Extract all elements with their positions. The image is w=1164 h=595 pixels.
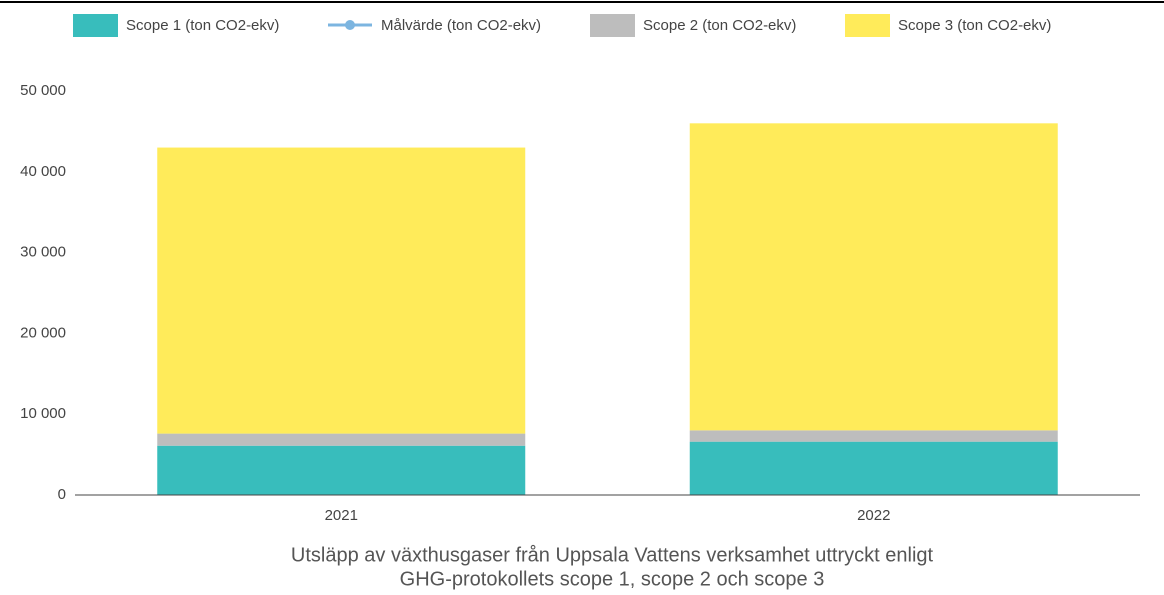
bar-segment [157, 445, 526, 495]
x-tick-label: 2022 [857, 507, 890, 524]
y-tick-label: 30 000 [20, 244, 66, 261]
y-tick-label: 40 000 [20, 163, 66, 180]
chart-title: Utsläpp av växthusgaser från Uppsala Vat… [291, 544, 934, 566]
legend-swatch [345, 20, 355, 30]
bar-segment [689, 123, 1058, 431]
legend-label: Scope 2 (ton CO2-ekv) [643, 17, 796, 34]
legend-label: Scope 1 (ton CO2-ekv) [126, 17, 279, 34]
y-tick-label: 50 000 [20, 82, 66, 99]
chart-title: GHG-protokollets scope 1, scope 2 och sc… [400, 568, 825, 590]
x-tick-label: 2021 [325, 507, 358, 524]
legend-swatch [73, 14, 118, 37]
bar-segment [689, 430, 1058, 442]
y-tick-label: 10 000 [20, 405, 66, 422]
y-tick-label: 0 [58, 486, 66, 503]
y-tick-label: 20 000 [20, 324, 66, 341]
bar-segment [157, 433, 526, 446]
legend-label: Målvärde (ton CO2-ekv) [381, 17, 541, 34]
legend-swatch [845, 14, 890, 37]
legend-label: Scope 3 (ton CO2-ekv) [898, 17, 1051, 34]
bar-segment [689, 441, 1058, 495]
legend-swatch [590, 14, 635, 37]
bar-segment [157, 147, 526, 434]
